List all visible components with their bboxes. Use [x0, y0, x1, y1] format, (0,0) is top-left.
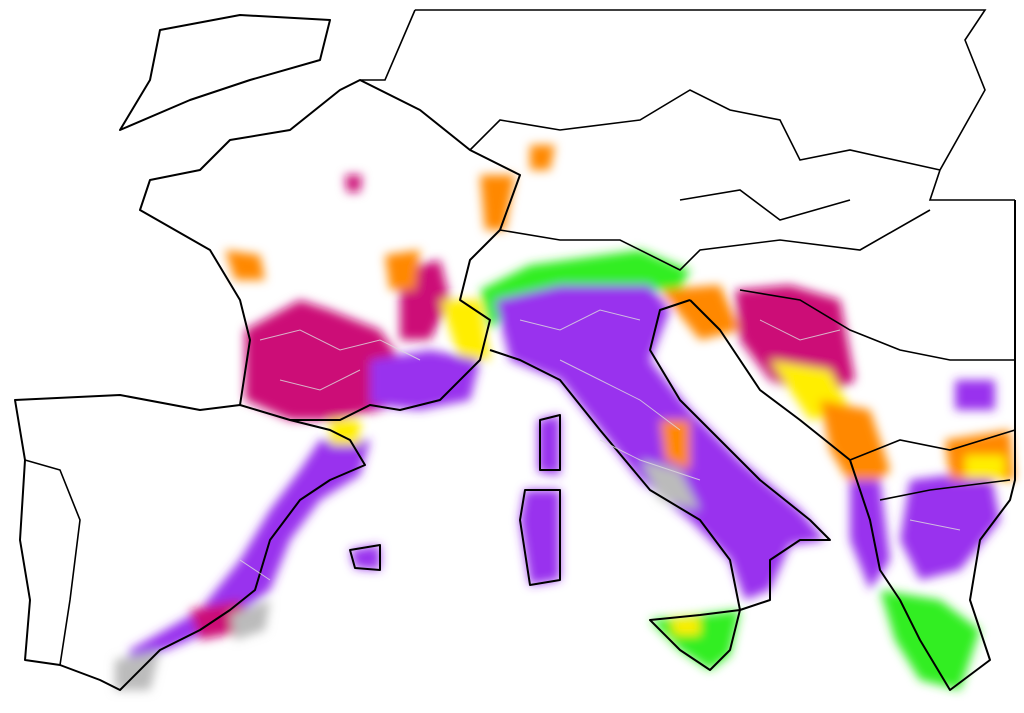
region-orange [385, 250, 420, 290]
subregion-line [239, 309, 961, 581]
region-orange [660, 285, 740, 340]
region-yellow [330, 420, 360, 445]
border [499, 209, 931, 271]
region-purple [350, 545, 380, 570]
border [360, 9, 416, 81]
border [849, 429, 1016, 461]
majorca [349, 544, 381, 571]
region-purple [120, 440, 370, 690]
region-purple [370, 350, 480, 410]
heat-layer [115, 145, 1015, 690]
border [469, 89, 941, 171]
region-yellow [440, 300, 490, 360]
region-orange [820, 400, 890, 500]
border [679, 189, 851, 221]
borders [24, 9, 1016, 666]
region-orange [225, 250, 265, 280]
region-orange [660, 420, 690, 470]
italy [489, 299, 831, 611]
border [879, 479, 1011, 501]
sardinia [519, 489, 561, 586]
region-purple [495, 285, 825, 600]
region-purple [538, 415, 560, 475]
region-purple [955, 380, 995, 410]
region-orange [480, 175, 515, 230]
region-green [880, 590, 980, 690]
corsica [539, 414, 561, 471]
region-purple [520, 490, 560, 585]
region-gray [230, 600, 270, 640]
border [739, 289, 1015, 361]
iberia [14, 394, 366, 691]
region-purple [900, 470, 1000, 580]
britain [119, 14, 331, 131]
sicily [649, 609, 741, 671]
region-purple [850, 480, 890, 590]
balkan-coast [689, 200, 1016, 691]
france [139, 79, 521, 421]
region-orange [530, 145, 555, 170]
border [24, 459, 81, 666]
region-magenta [345, 175, 362, 192]
region-yellow [965, 455, 1005, 478]
region-gray [640, 460, 700, 510]
coastlines [14, 14, 1016, 691]
subregions [239, 309, 961, 581]
region-yellow [670, 618, 700, 635]
border [415, 9, 1015, 201]
